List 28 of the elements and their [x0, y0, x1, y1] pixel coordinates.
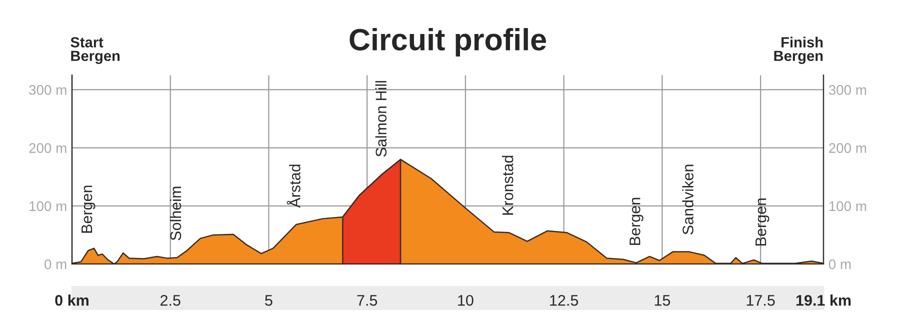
text: Finish Bergen — [774, 36, 823, 64]
y2-tick-label: 0 m — [828, 259, 851, 270]
y2-tick-label: 100 m — [829, 201, 866, 212]
annotation: Salmon Hill — [375, 81, 387, 157]
annotation: Solheim — [170, 186, 182, 240]
chart-title: Circuit profile — [350, 28, 546, 57]
x-tick-label: 0 km — [55, 294, 88, 306]
x-tick-label: 5 — [265, 295, 272, 306]
text: Start Bergen — [70, 37, 120, 64]
annotation: Bergen — [630, 198, 644, 245]
annotation: Bergen — [756, 198, 770, 246]
y2-tick-label: 300 m — [828, 85, 866, 95]
x-tick-label: 7.5 — [357, 295, 378, 306]
y-tick-label: 300 m — [29, 85, 66, 95]
x-tick-label: 19.1 km — [796, 294, 851, 306]
annotation: Sandviken — [682, 164, 694, 234]
x-tick-label: 15 — [654, 295, 670, 306]
y-tick-label: 100 m — [30, 201, 66, 212]
x-tick-label: 2.5 — [160, 294, 180, 306]
y-tick-label: 0 m — [44, 259, 66, 270]
annotation: Kronstad — [502, 156, 514, 215]
x-tick-label: 17.5 — [746, 295, 775, 306]
annotation: Bergen — [82, 186, 96, 233]
x-tick-label: 10 — [458, 294, 474, 306]
y2-tick-label: 200 m — [829, 143, 866, 153]
y-tick-label: 200 m — [29, 143, 66, 153]
x-tick-label: 12.5 — [550, 294, 578, 306]
annotation: Årstad — [286, 164, 300, 208]
